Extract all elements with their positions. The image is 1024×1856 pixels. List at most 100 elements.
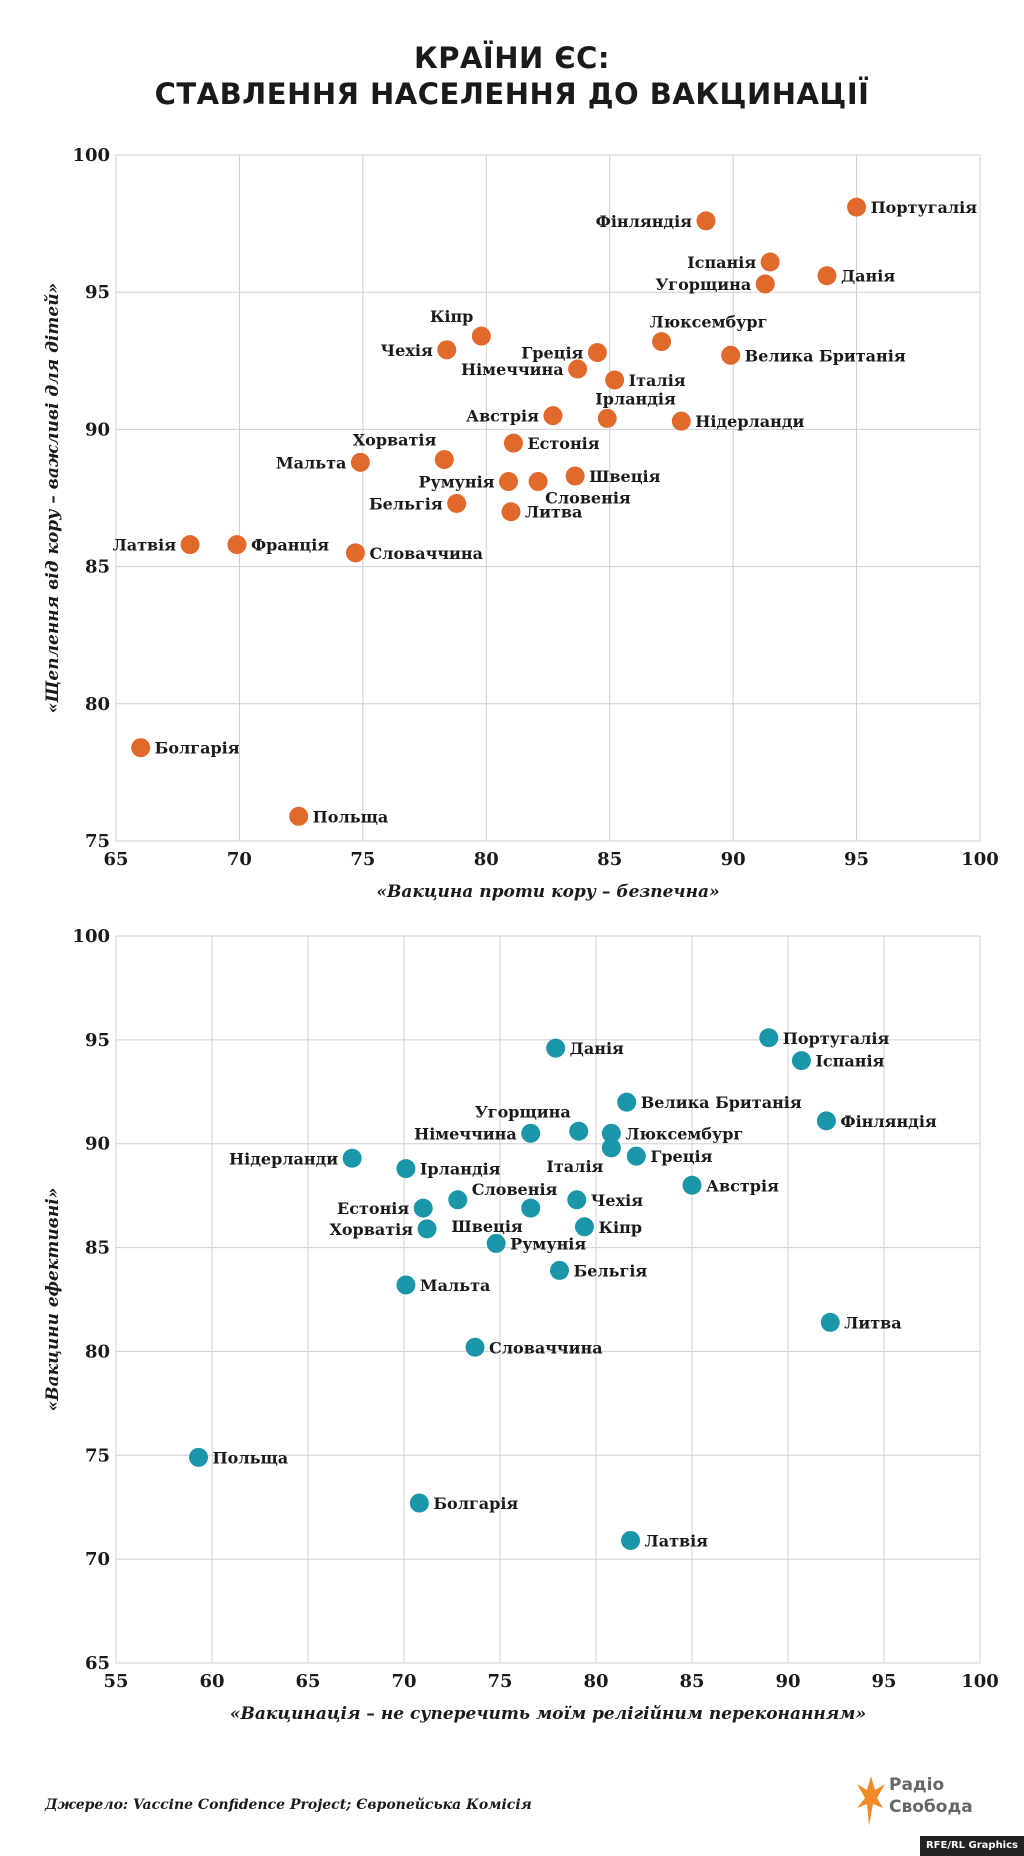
point-label: Мальта — [420, 1276, 491, 1295]
point-label: Латвія — [645, 1531, 709, 1550]
data-point — [345, 543, 365, 563]
point-label: Ірландія — [595, 389, 676, 408]
x-tick-label: 65 — [103, 849, 128, 870]
y-tick-label: 90 — [85, 1134, 110, 1155]
point-label: Литва — [844, 1313, 901, 1332]
logo-line-1: Радіо — [889, 1775, 945, 1795]
x-tick-label: 95 — [844, 849, 869, 870]
x-tick-label: 90 — [775, 1671, 800, 1692]
point-label: Фінляндія — [840, 1112, 937, 1131]
y-tick-label: 65 — [85, 1653, 110, 1674]
scatter-chart-vaccine-effectiveness: 55 60 65 70 75 80 85 90 95 100 65 70 75 80 85 90 95 100 «В… — [43, 926, 999, 1724]
point-label: Нідерланди — [695, 412, 804, 431]
y-tick-label: 80 — [85, 694, 110, 715]
data-point — [601, 1138, 621, 1158]
data-point — [816, 1111, 836, 1131]
title-line-2: СТАВЛЕННЯ НАСЕЛЕННЯ ДО ВАКЦИНАЦІЇ — [154, 77, 870, 111]
data-point — [289, 806, 309, 826]
data-point — [437, 340, 457, 360]
point-label: Словаччина — [489, 1338, 603, 1357]
point-label: Португалія — [783, 1029, 890, 1048]
data-point — [521, 1123, 541, 1143]
point-label: Люксембург — [650, 313, 768, 332]
point-label: Фінляндія — [596, 212, 693, 231]
point-label: Австрія — [706, 1176, 779, 1195]
x-axis-label: «Вакцинація – не суперечить моїм релігій… — [230, 1704, 866, 1724]
data-point — [791, 1051, 811, 1071]
point-label: Данія — [841, 267, 895, 286]
data-point — [465, 1337, 485, 1357]
y-tick-label: 95 — [85, 1030, 110, 1051]
data-point — [448, 1190, 468, 1210]
point-label: Австрія — [466, 407, 539, 426]
x-tick-label: 85 — [597, 849, 622, 870]
point-label: Велика Британія — [745, 346, 906, 365]
y-tick-label: 100 — [72, 926, 110, 947]
chart-title: КРАЇНИ ЄС: СТАВЛЕННЯ НАСЕЛЕННЯ ДО ВАКЦИН… — [0, 40, 1024, 112]
point-label: Велика Британія — [641, 1093, 802, 1112]
point-label: Люксембург — [625, 1124, 743, 1143]
x-tick-label: 80 — [474, 849, 499, 870]
data-point — [605, 370, 625, 390]
graphics-credit: RFE/RL Graphics — [919, 1836, 1024, 1856]
point-label: Ірландія — [420, 1160, 501, 1179]
data-point — [131, 738, 151, 758]
point-label: Німеччина — [414, 1124, 517, 1143]
point-label: Словенія — [545, 489, 631, 508]
source-note: Джерело: Vaccine Confidence Project; Євр… — [45, 1797, 532, 1813]
point-label: Угорщина — [475, 1102, 571, 1121]
data-point — [189, 1447, 209, 1467]
data-point — [721, 345, 741, 365]
point-label: Нідерланди — [229, 1149, 338, 1168]
data-point — [413, 1198, 433, 1218]
y-tick-label: 70 — [85, 1549, 110, 1570]
point-label: Данія — [570, 1039, 624, 1058]
scatter-chart-measles: 65 70 75 80 85 90 95 100 75 80 85 90 95 100 «Вакцина п… — [43, 145, 999, 902]
data-point — [760, 252, 780, 272]
x-tick-label: 100 — [961, 849, 999, 870]
point-label: Кіпр — [430, 307, 474, 326]
data-point — [396, 1275, 416, 1295]
point-label: Словенія — [472, 1180, 558, 1199]
data-point — [350, 452, 370, 472]
x-tick-label: 75 — [487, 1671, 512, 1692]
data-point — [652, 332, 672, 352]
point-label: Хорватія — [353, 431, 437, 450]
point-label: Португалія — [871, 198, 978, 217]
logo-text: Радіо Свобода — [889, 1774, 973, 1818]
y-tick-label: 90 — [85, 419, 110, 440]
point-label: Бельгія — [574, 1261, 648, 1280]
point-label: Франція — [251, 536, 329, 555]
point-label: Іспанія — [687, 253, 756, 272]
y-axis-label: «Вакцини ефективні» — [43, 1188, 63, 1412]
data-point — [820, 1312, 840, 1332]
data-point — [227, 535, 247, 555]
data-point — [486, 1233, 506, 1253]
data-point — [550, 1260, 570, 1280]
data-point — [671, 411, 691, 431]
data-point — [521, 1198, 541, 1218]
data-point — [567, 1190, 587, 1210]
point-label: Литва — [525, 503, 582, 522]
point-label: Чехія — [381, 341, 433, 360]
data-point — [621, 1530, 641, 1550]
x-tick-label: 80 — [583, 1671, 608, 1692]
x-tick-label: 60 — [199, 1671, 224, 1692]
data-point — [528, 472, 548, 492]
radio-svoboda-logo: Радіо Свобода — [855, 1772, 975, 1828]
data-point — [409, 1493, 429, 1513]
x-tick-label: 75 — [350, 849, 375, 870]
point-label: Румунія — [418, 473, 494, 492]
data-point — [342, 1148, 362, 1168]
y-axis-label: «Щеплення від кору – важливі для дітей» — [43, 283, 63, 713]
point-label: Польща — [213, 1448, 289, 1467]
point-label: Болгарія — [433, 1494, 518, 1513]
data-point — [565, 466, 585, 486]
point-label: Чехія — [591, 1191, 643, 1210]
data-point — [569, 1121, 589, 1141]
data-point — [817, 266, 837, 286]
data-point — [568, 359, 588, 379]
data-point — [417, 1219, 437, 1239]
point-label: Латвія — [113, 536, 177, 555]
point-label: Бельгія — [369, 494, 443, 513]
